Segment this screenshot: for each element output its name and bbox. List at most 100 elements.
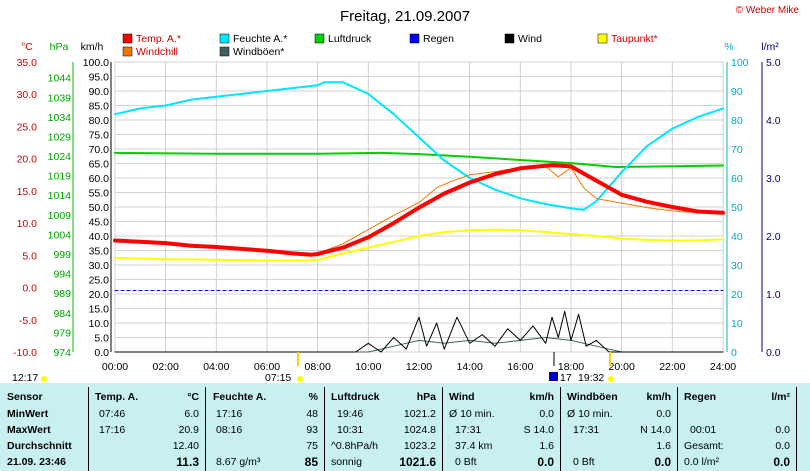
wind-tick-label: 95.0	[89, 72, 110, 84]
pressure-tick-label: 994	[53, 269, 71, 281]
x-tick-label: 00:00	[102, 361, 128, 373]
pressure-trend: ^0.8hPa/h	[331, 440, 378, 452]
pressure-column: Luftdruck hPa 19:46 1021.2 10:31 1024.8 …	[325, 383, 442, 471]
humidity-tick-label: 30	[731, 260, 743, 272]
temp-tick-label: -10.0	[13, 347, 37, 359]
rain-today: 0.0 l/m²	[684, 456, 720, 468]
pressure-tick-label: 1044	[48, 73, 72, 85]
gust-max-time: 17:31	[573, 424, 600, 436]
chart-axes: °C hPa km/h% l/m² 35.0 30.0 25.0 20.0 15.0 10.0 5.…	[13, 41, 781, 373]
wind-tick-label: 75.0	[89, 130, 110, 142]
temp-header: Temp. A.	[95, 391, 139, 403]
series-taupunkt	[114, 228, 724, 262]
legend-swatch	[219, 46, 230, 57]
divider	[560, 387, 561, 471]
wind-tick-label: 70.0	[89, 144, 110, 156]
pressure-forecast: sonnig	[331, 456, 362, 468]
humidity-tick-label: 60	[731, 173, 743, 185]
rain-max-time: 00:01	[690, 424, 717, 436]
pressure-axis-title: hPa	[50, 41, 69, 53]
pressure-tick-label: 1019	[48, 171, 72, 183]
legend-swatch	[597, 33, 608, 44]
wind-average: 1.6	[539, 440, 554, 452]
temp-current: 11.3	[176, 455, 199, 469]
gust-unit: km/h	[646, 391, 671, 403]
gust-min-value: 0.0	[656, 408, 671, 420]
pressure-min-time: 19:46	[337, 408, 364, 420]
wind-column: Wind km/h Ø 10 min. 0.0 17:31 S 14.0 37.…	[443, 383, 560, 471]
wind-max-time: 17:31	[455, 424, 482, 436]
x-tick-label: 02:00	[153, 361, 179, 373]
series-feuchte-a	[114, 81, 724, 211]
temp-tick-label: -5.0	[19, 315, 37, 327]
temp-max-time: 17:16	[99, 424, 126, 436]
pressure-tick-label: 989	[53, 288, 71, 300]
series-wind	[114, 310, 724, 353]
x-tick-label: 08:00	[305, 361, 331, 373]
gust-max-value: N 14.0	[640, 424, 671, 436]
wind-tick-label: 0.0	[94, 347, 109, 359]
humidity-unit: %	[308, 391, 318, 403]
wind-current: 0.0	[537, 455, 554, 469]
pressure-tick-label: 1004	[48, 229, 72, 241]
humidity-axis-title: %	[724, 41, 733, 53]
rain-current: 0.0	[773, 455, 790, 469]
pressure-tick-label: 984	[53, 308, 71, 320]
sunrise-label: 07:15	[265, 372, 291, 383]
pressure-tick-label: 1029	[48, 131, 72, 143]
rain-axis-title: l/m²	[761, 41, 779, 53]
gust-current: 0.0	[654, 455, 671, 469]
x-tick-label: 20:00	[609, 361, 635, 373]
wind-tick-label: 90.0	[89, 86, 110, 98]
peak-icon	[549, 372, 558, 381]
wind-tick-label: 40.0	[89, 231, 110, 243]
wind-tick-label: 60.0	[89, 173, 110, 185]
wind-unit: km/h	[529, 391, 554, 403]
wind-tick-label: 5.0	[94, 333, 109, 345]
rain-tick-label: 2.0	[766, 231, 781, 243]
rain-tick-label: 0.0	[766, 347, 781, 359]
wind-tick-label: 35.0	[89, 246, 110, 258]
humidity-tick-label: 90	[731, 86, 743, 98]
legend-label: Temp. A.*	[136, 33, 181, 45]
credit-label: © Weber Mike	[736, 5, 800, 16]
rain-tick-label: 3.0	[766, 173, 781, 185]
legend-label: Windchill	[136, 46, 178, 58]
temp-tick-label: 30.0	[17, 89, 38, 101]
humidity-column: Feuchte A. % 17:16 48 08:16 93 75 8.67 g…	[206, 383, 324, 471]
legend-label: Feuchte A.*	[233, 33, 287, 45]
x-tick-label: 04:00	[203, 361, 229, 373]
temp-min-value: 6.0	[184, 408, 199, 420]
temp-max-value: 20.9	[178, 424, 199, 436]
rain-max-value: 0.0	[775, 424, 790, 436]
temp-tick-label: 5.0	[22, 250, 37, 262]
legend-label: Wind	[518, 33, 542, 45]
gust-average: 1.6	[656, 440, 671, 452]
temp-tick-label: 10.0	[17, 218, 38, 230]
avg-label: Durchschnitt	[7, 440, 72, 452]
sensor-header: Sensor	[7, 391, 43, 403]
humidity-min-time: 17:16	[216, 408, 243, 420]
legend-label: Windböen*	[233, 46, 284, 58]
pressure-max-value: 1024.8	[403, 424, 436, 436]
sunset-icon	[608, 376, 614, 382]
humidity-current: 85	[304, 455, 318, 469]
chart-grid	[114, 61, 724, 353]
x-tick-label: 06:00	[254, 361, 280, 373]
legend-swatch	[122, 46, 133, 57]
max-label: MaxWert	[7, 424, 51, 436]
humidity-average: 75	[306, 440, 318, 452]
wind-tick-label: 20.0	[89, 289, 110, 301]
wind-tick-label: 80.0	[89, 115, 110, 127]
gust-header: Windböen	[567, 391, 618, 403]
wind-axis-title: km/h	[81, 41, 104, 53]
divider	[205, 387, 206, 471]
humidity-tick-label: 50	[731, 202, 743, 214]
x-tick-label: 16:00	[507, 361, 533, 373]
humidity-tick-label: 20	[731, 289, 743, 301]
wind-distance: 37.4 km	[455, 440, 493, 452]
pressure-min-value: 1021.2	[403, 408, 436, 420]
wind-max-value: S 14.0	[523, 424, 554, 436]
wind-min-value: 0.0	[539, 408, 554, 420]
stats-table: Sensor MinWert MaxWert Durchschnitt 21.0…	[0, 383, 810, 471]
